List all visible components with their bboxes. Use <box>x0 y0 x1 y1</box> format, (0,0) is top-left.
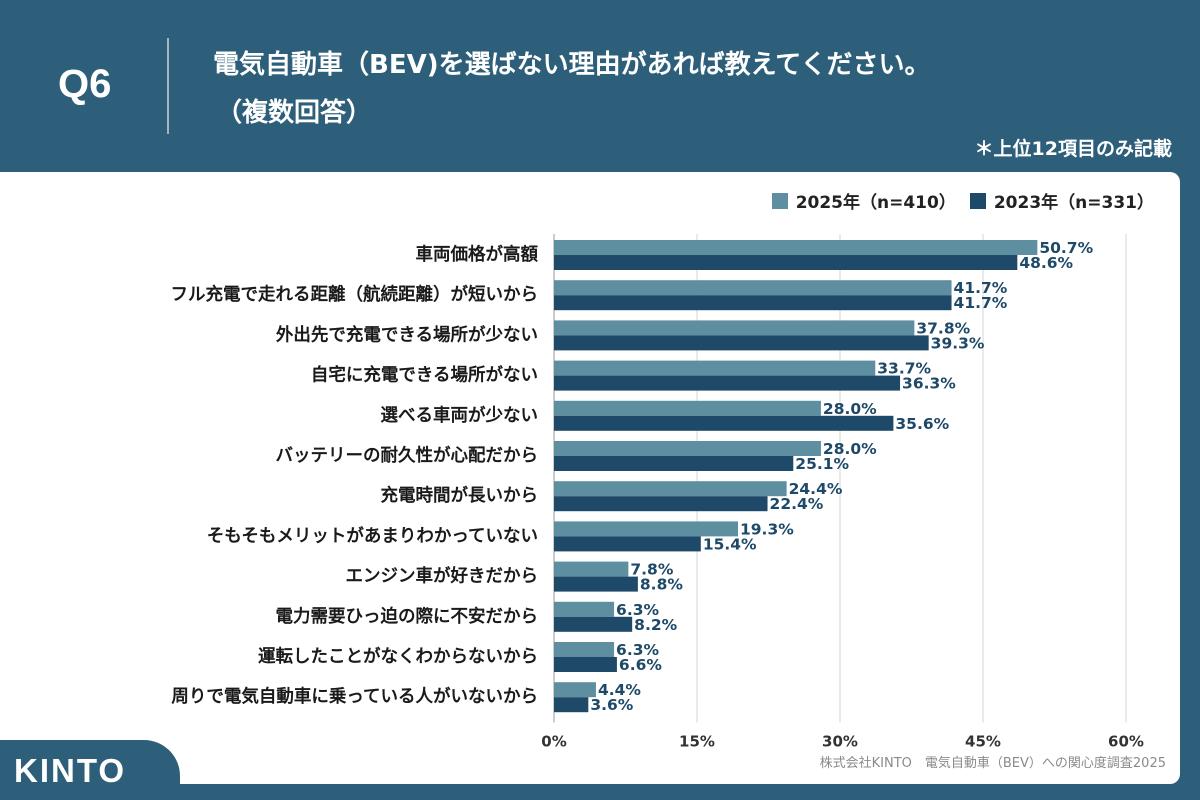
bar <box>554 561 629 577</box>
bar <box>554 521 738 537</box>
bar <box>554 335 929 351</box>
legend-swatch-2025 <box>771 192 788 209</box>
category-label: 電力需要ひっ迫の際に不安だから <box>276 606 539 627</box>
bar <box>554 255 1018 270</box>
bar <box>554 496 768 512</box>
bar <box>554 400 821 416</box>
category-label: 外出先で充電できる場所が少ない <box>276 324 538 345</box>
data-label: 8.8% <box>640 576 683 594</box>
x-tick-label: 15% <box>679 732 715 750</box>
x-tick-label: 30% <box>822 732 858 750</box>
data-label: 48.6% <box>1019 254 1073 272</box>
bar <box>554 576 638 592</box>
data-label: 50.7% <box>1039 239 1093 257</box>
data-label: 8.2% <box>634 616 677 634</box>
bar <box>554 481 787 497</box>
data-label: 22.4% <box>770 495 824 513</box>
category-label: 自宅に充電できる場所がない <box>311 365 538 386</box>
bar <box>554 616 633 632</box>
x-tick-label: 0% <box>541 732 566 750</box>
data-label: 35.6% <box>895 415 949 433</box>
data-label: 6.6% <box>619 656 662 674</box>
legend-label-2025: 2025年（n=410） <box>795 193 956 213</box>
data-label: 28.0% <box>823 440 877 458</box>
bar <box>554 697 589 713</box>
data-label: 4.4% <box>598 681 641 699</box>
x-tick-label: 60% <box>1108 732 1144 750</box>
data-label: 41.7% <box>954 279 1008 297</box>
data-label: 33.7% <box>877 360 931 378</box>
question-number: Q6 <box>58 62 112 106</box>
data-label: 41.7% <box>954 294 1008 312</box>
data-label: 24.4% <box>789 480 843 498</box>
bar <box>554 375 901 391</box>
data-label: 28.0% <box>823 400 877 418</box>
bar <box>554 456 794 471</box>
data-label: 19.3% <box>740 520 794 538</box>
legend-item-2025: 2025年（n=410） <box>771 188 956 213</box>
note-text: ＊上位12項目のみ記載 <box>974 138 1172 160</box>
data-label: 37.8% <box>916 319 970 337</box>
data-label: 6.3% <box>616 601 659 619</box>
kinto-logo: KINTO <box>14 752 127 789</box>
bar <box>554 320 915 336</box>
bar <box>554 280 952 296</box>
x-tick-label: 45% <box>965 732 1001 750</box>
chart-title: 電気自動車（BEV)を選ばない理由があれば教えてください。 <box>213 50 931 80</box>
data-label: 36.3% <box>902 375 956 393</box>
category-label: 周りで電気自動車に乗っている人がいないから <box>171 686 538 707</box>
legend-label-2023: 2023年（n=331） <box>993 193 1154 213</box>
bar <box>554 682 596 698</box>
header-divider <box>167 38 169 134</box>
bar <box>554 441 821 456</box>
bar <box>554 601 615 617</box>
logo-tab <box>0 740 180 800</box>
data-label: 7.8% <box>630 561 673 579</box>
category-label: バッテリーの耐久性が心配だから <box>276 445 539 466</box>
data-label: 39.3% <box>931 334 985 352</box>
legend-item-2023: 2023年（n=331） <box>969 188 1154 213</box>
bar <box>554 642 615 657</box>
data-label: 25.1% <box>795 455 849 473</box>
bar <box>554 536 701 552</box>
category-label: フル充電で走れる距離（航続距離）が短いから <box>171 284 539 305</box>
bar <box>554 295 952 311</box>
category-label: 運転したことがなくわからないから <box>258 646 538 667</box>
category-label: 車両価格が高額 <box>416 244 539 265</box>
category-label: エンジン車が好きだから <box>346 566 539 587</box>
bar <box>554 415 894 431</box>
category-label: そもそもメリットがあまりわかっていない <box>207 525 538 546</box>
category-label: 選べる車両が少ない <box>381 405 539 426</box>
bar <box>554 360 876 376</box>
legend-swatch-2023 <box>969 192 986 209</box>
category-label: 充電時間が長いから <box>381 485 539 506</box>
bar <box>554 240 1038 255</box>
source-credit: 株式会社KINTO 電気自動車（BEV）への関心度調査2025 <box>819 756 1166 771</box>
bar <box>554 657 617 672</box>
data-label: 6.3% <box>616 641 659 659</box>
data-label: 15.4% <box>703 535 757 553</box>
legend: 2025年（n=410） 2023年（n=331） <box>771 188 1154 213</box>
chart-subtitle: （複数回答） <box>216 98 373 128</box>
data-label: 3.6% <box>590 696 633 714</box>
